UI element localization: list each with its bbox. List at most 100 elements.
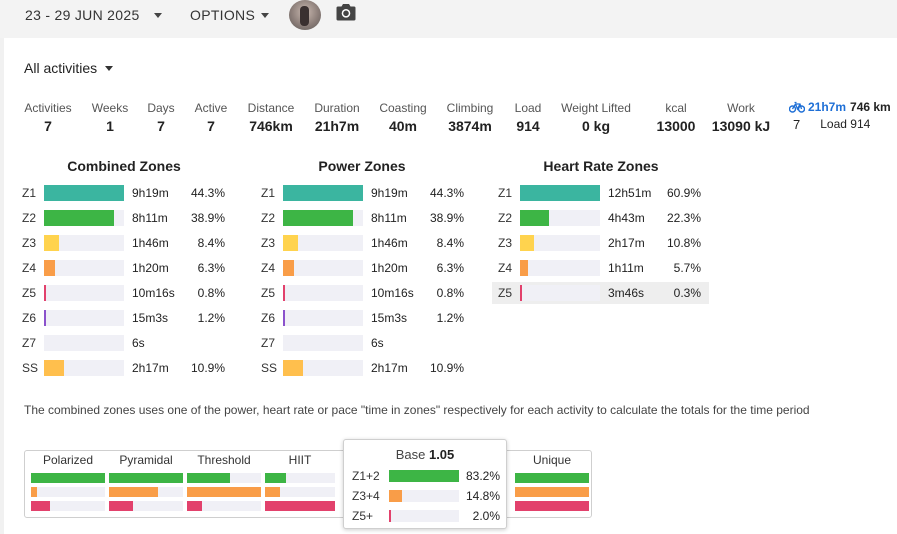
zone-row[interactable]: Z5 10m16s 0.8% [22,282,227,304]
zone-row[interactable]: SS 2h17m 10.9% [22,357,227,379]
zone-time: 1h46m [371,236,408,250]
summary-stat-label: kcal [665,101,687,115]
distribution-bar [265,501,335,511]
summary-stat-value: 1 [106,118,114,134]
distribution-bar [31,473,105,483]
distribution-bar [265,487,281,497]
tooltip-value: 1.05 [428,447,455,462]
options-menu-button[interactable]: OPTIONS [190,7,270,23]
tooltip-row-label: Z1+2 [352,469,380,483]
zone-row[interactable]: Z3 1h46m 8.4% [22,232,227,254]
zone-row[interactable]: Z1 9h19m 44.3% [22,182,227,204]
distribution-column[interactable]: Unique [515,453,589,511]
summary-stat: Load 914 [488,101,568,134]
zone-row[interactable]: Z5 3m46s 0.3% [492,282,709,304]
zone-bar [44,285,46,301]
zone-bar [520,235,535,251]
zone-row[interactable]: Z3 1h46m 8.4% [261,232,466,254]
zone-row[interactable]: Z4 1h11m 5.7% [498,257,703,279]
distribution-column[interactable]: Polarized [31,453,105,511]
zone-bar-track [283,285,363,301]
summary-stat: Duration 21h7m [297,101,377,134]
zone-bar-track [283,235,363,251]
top-bar: 23 - 29 JUN 2025 OPTIONS [0,0,897,38]
zone-bar [283,260,295,276]
distribution-column[interactable]: Pyramidal [109,453,183,511]
zone-row[interactable]: Z2 8h11m 38.9% [261,207,466,229]
zone-percent: 0.8% [197,286,225,300]
summary-stat-value: 13090 kJ [711,118,771,134]
zone-percent: 10.9% [429,361,464,375]
zone-label: SS [22,361,39,375]
zone-panel-title: Heart Rate Zones [543,158,659,174]
zone-bar-track [520,210,600,226]
zone-percent: 1.2% [436,311,464,325]
zone-bar-track [44,360,124,376]
distribution-label: Polarized [42,453,94,467]
zone-bar-track [44,310,124,326]
zone-label: Z1 [498,186,513,200]
distribution-column[interactable]: HIIT [265,453,335,511]
user-avatar[interactable] [289,0,321,30]
zone-row[interactable]: Z6 15m3s 1.2% [261,307,466,329]
summary-stat: Coasting 40m [363,101,443,134]
zone-row[interactable]: SS 2h17m 10.9% [261,357,466,379]
tooltip-bar [389,510,391,522]
distribution-bar [109,501,134,511]
date-range-selector[interactable]: 23 - 29 JUN 2025 [25,7,162,23]
zone-row[interactable]: Z3 2h17m 10.8% [498,232,703,254]
summary-stat: kcal 13000 [636,101,716,134]
zone-label: Z2 [261,211,276,225]
summary-stat-value: 13000 [656,118,696,134]
zone-bar [520,285,522,301]
distribution-bar [515,487,589,497]
chevron-down-icon [153,12,162,18]
zone-row[interactable]: Z2 4h43m 22.3% [498,207,703,229]
zone-row[interactable]: Z4 1h20m 6.3% [261,257,466,279]
options-label: OPTIONS [190,7,256,23]
zone-bar-track [44,185,124,201]
zone-label: Z4 [498,261,513,275]
zone-label: Z3 [261,236,276,250]
camera-icon[interactable] [336,3,356,21]
zone-row[interactable]: Z7 6s [261,332,466,354]
zone-row[interactable]: Z2 8h11m 38.9% [22,207,227,229]
zone-bar-track [283,310,363,326]
distribution-column[interactable]: Threshold [187,453,261,511]
zone-percent: 6.3% [436,261,464,275]
tooltip-title: Base [395,447,426,462]
chevron-down-icon [105,65,114,71]
zone-bar [44,185,124,201]
tooltip-row-percent: 83.2% [465,469,500,483]
zone-row[interactable]: Z5 10m16s 0.8% [261,282,466,304]
zone-label: Z4 [22,261,37,275]
summary-stat-label: Work [727,101,755,115]
summary-stat: Active 7 [171,101,251,134]
zone-row[interactable]: Z4 1h20m 6.3% [22,257,227,279]
summary-stat: Days 7 [121,101,201,134]
summary-stat-value: 7 [207,118,215,134]
zone-time: 9h19m [132,186,169,200]
ride-summary[interactable]: 21h7m 746 km 7 Load 914 [789,100,897,132]
zone-label: Z4 [261,261,276,275]
zone-percent: 0.8% [436,286,464,300]
zone-percent: 1.2% [197,311,225,325]
distribution-bar [515,473,589,483]
tooltip-row-percent: 2.0% [472,509,500,523]
summary-stat-value: 40m [388,118,418,134]
zone-bar-track [283,210,363,226]
distribution-bar-track [109,501,183,511]
tooltip-bar-track [389,470,459,482]
zone-time: 2h17m [371,361,408,375]
activity-type-selector[interactable]: All activities [24,60,114,76]
zone-label: Z6 [22,311,37,325]
distribution-label: Threshold [197,453,251,467]
zone-percent: 8.4% [436,236,464,250]
zone-row[interactable]: Z1 12h51m 60.9% [498,182,703,204]
zone-row[interactable]: Z1 9h19m 44.3% [261,182,466,204]
zone-bar-track [44,285,124,301]
summary-stat: Climbing 3874m [430,101,510,134]
summary-stat-value: 0 kg [581,118,610,134]
zone-row[interactable]: Z7 6s [22,332,227,354]
zone-row[interactable]: Z6 15m3s 1.2% [22,307,227,329]
